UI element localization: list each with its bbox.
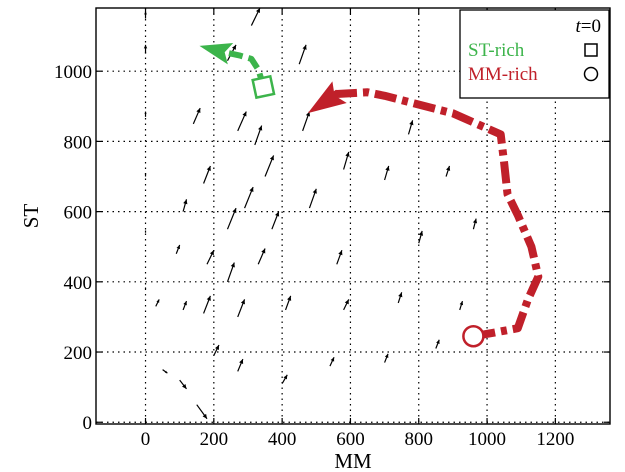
- field-arrow: [206, 249, 215, 265]
- x-tick-label: 200: [200, 429, 229, 450]
- field-arrow: [472, 218, 478, 230]
- trajectory-arrowhead: [307, 81, 347, 114]
- field-arrow: [336, 250, 343, 265]
- field-arrow: [435, 339, 440, 349]
- field-arrow: [144, 230, 147, 233]
- field-arrow: [182, 199, 188, 212]
- field-arrow: [237, 299, 246, 318]
- field-arrow: [445, 165, 451, 177]
- legend-square-marker: [584, 43, 598, 57]
- start-marker-circle: [462, 324, 485, 348]
- field-arrow: [250, 7, 261, 26]
- field-arrow: [257, 248, 266, 265]
- field-arrow: [298, 44, 307, 65]
- x-tick-label: 1200: [536, 429, 574, 450]
- x-tick-label: 0: [141, 429, 151, 450]
- field-arrow: [418, 230, 424, 244]
- field-arrow: [144, 111, 147, 117]
- field-arrow: [182, 300, 188, 311]
- x-axis-label: MM: [334, 449, 372, 472]
- series-mm-rich: [307, 81, 543, 348]
- field-arrow: [226, 262, 235, 283]
- field-arrow: [144, 287, 147, 289]
- x-tick-label: 800: [404, 429, 433, 450]
- field-arrow: [407, 120, 414, 135]
- field-arrow: [343, 299, 350, 311]
- field-arrow: [308, 188, 317, 209]
- x-tick-label: 400: [268, 429, 297, 450]
- field-arrow: [155, 299, 160, 307]
- legend-circle-marker: [583, 66, 599, 82]
- legend-entry-label: MM-rich: [468, 64, 538, 85]
- y-tick-label: 200: [64, 343, 93, 364]
- field-arrow: [203, 165, 211, 184]
- field-arrow: [226, 207, 237, 230]
- field-arrow: [397, 292, 403, 304]
- field-arrow: [162, 369, 168, 374]
- legend-header-value: =0: [581, 16, 601, 37]
- field-arrow: [203, 295, 211, 314]
- field-arrow: [343, 151, 350, 170]
- field-arrow: [302, 111, 311, 132]
- field-arrow: [384, 165, 390, 181]
- field-arrow: [271, 211, 280, 230]
- legend-header-var: t: [576, 16, 582, 37]
- field-arrow: [237, 358, 244, 372]
- field-arrow: [196, 404, 208, 420]
- field-arrow: [179, 379, 187, 390]
- field-arrow: [459, 300, 464, 311]
- field-arrow: [192, 107, 201, 125]
- legend-entry-label: ST-rich: [468, 40, 525, 61]
- vector-field: [143, 7, 478, 420]
- x-tick-label: 600: [336, 429, 365, 450]
- field-arrow: [384, 353, 389, 363]
- trajectory-arrowhead: [199, 43, 234, 65]
- legend: t=0 ST-rich MM-rich: [459, 9, 610, 99]
- field-arrow: [143, 44, 148, 54]
- field-arrow: [284, 295, 292, 311]
- y-tick-label: 600: [64, 203, 93, 224]
- legend-entry: MM-rich: [468, 64, 599, 85]
- x-tick-label: 1000: [468, 429, 506, 450]
- start-marker-square: [251, 74, 276, 100]
- axis-ticks: 0 200 400 600 800 1000 1200 0 200 400 600 800 1000: [54, 8, 610, 450]
- y-tick-label: 0: [83, 413, 93, 434]
- field-arrow: [237, 111, 247, 132]
- y-axis-label: ST: [19, 204, 43, 229]
- field-arrow: [144, 172, 147, 177]
- field-arrow: [213, 344, 220, 356]
- plot-frame: [95, 7, 611, 425]
- field-arrow: [329, 357, 335, 367]
- legend-box: [459, 9, 610, 99]
- y-tick-label: 400: [64, 273, 93, 294]
- field-arrow: [264, 155, 275, 177]
- field-arrow: [254, 125, 263, 146]
- legend-header: t=0: [576, 16, 602, 37]
- y-tick-label: 800: [64, 132, 93, 153]
- series-st-rich: [199, 43, 276, 100]
- field-arrow: [244, 186, 254, 209]
- trajectory-line: [332, 88, 543, 341]
- trajectories: [199, 43, 543, 348]
- field-arrow: [175, 244, 181, 254]
- y-tick-label: 1000: [54, 62, 92, 83]
- legend-entries: ST-rich MM-rich: [468, 40, 599, 85]
- field-arrow: [281, 374, 288, 384]
- legend-entry: ST-rich: [468, 40, 598, 61]
